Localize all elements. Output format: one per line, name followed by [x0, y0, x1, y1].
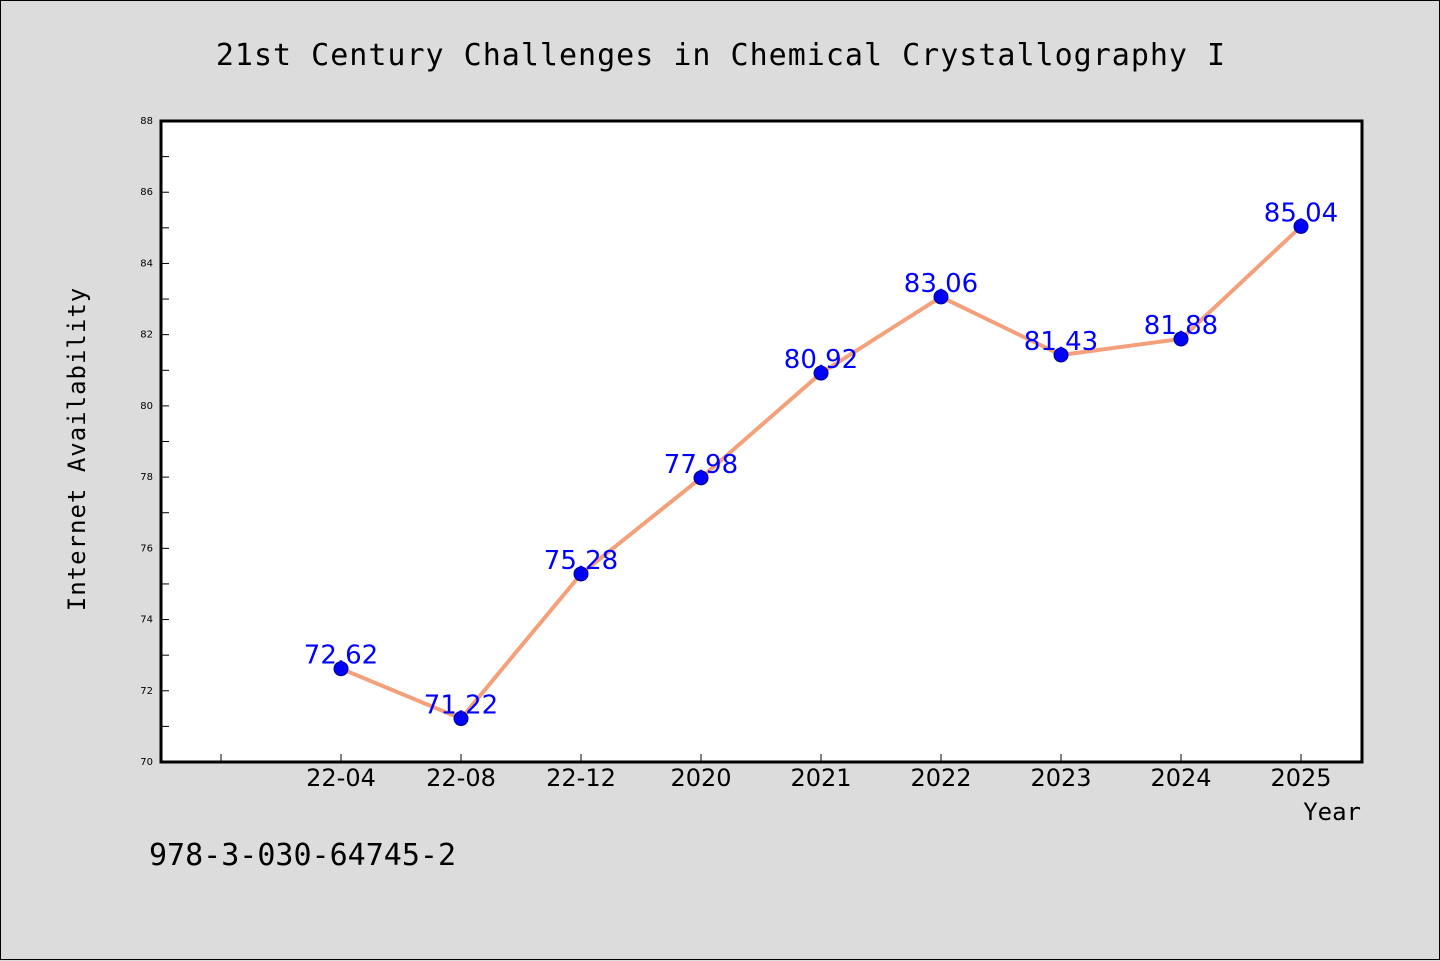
- data-label: 81.88: [1144, 311, 1218, 341]
- x-tick-label: 2020: [670, 764, 731, 792]
- x-tick-label: 2021: [790, 764, 851, 792]
- data-point: [573, 566, 589, 582]
- data-point: [933, 289, 949, 305]
- x-tick-label: 2024: [1150, 764, 1211, 792]
- y-tick-label: 88: [140, 116, 153, 127]
- x-tick-label: 22-04: [306, 764, 376, 792]
- chart-title: 21st Century Challenges in Chemical Crys…: [216, 38, 1226, 73]
- data-point: [1053, 347, 1069, 363]
- data-point: [813, 365, 829, 381]
- y-tick-label: 72: [140, 686, 153, 697]
- data-point: [693, 470, 709, 486]
- series-line-group: [333, 218, 1309, 727]
- x-tick-label: 2025: [1270, 764, 1331, 792]
- data-point: [1173, 331, 1189, 347]
- y-tick-label: 78: [140, 472, 153, 483]
- data-label: 83.06: [904, 269, 978, 299]
- data-label: 80.92: [784, 345, 858, 375]
- data-point: [453, 711, 469, 727]
- data-label: 81.43: [1024, 327, 1098, 357]
- x-tick-label: 22-08: [426, 764, 496, 792]
- y-tick-label: 70: [140, 757, 153, 768]
- x-axis-label: Year: [1303, 798, 1361, 826]
- isbn-footer-text: 978-3-030-64745-2: [149, 838, 456, 873]
- x-axis: 22-04 22-08 22-12 2020 2021 2022 2023 2024 2025: [220, 754, 1332, 792]
- data-label: 85.04: [1264, 198, 1338, 228]
- y-tick-label: 80: [140, 401, 153, 412]
- y-tick-label: 82: [140, 330, 153, 341]
- data-point: [1293, 218, 1309, 234]
- data-label: 77.98: [664, 450, 738, 480]
- data-label: 75.28: [544, 546, 618, 576]
- plot-area: [159, 119, 1364, 764]
- y-tick-label: 86: [140, 187, 153, 198]
- data-label: 72.62: [304, 641, 378, 671]
- data-labels-group: 72.62 71.22 75.28 77.98 80.92 83.06 81.43 81.88…: [304, 198, 1338, 720]
- y-axis-label: Internet Availability: [63, 287, 91, 611]
- x-tick-label: 22-12: [546, 764, 616, 792]
- y-tick-label: 76: [140, 543, 153, 554]
- y-axis: 70 72 74 76 78 80 82 84 86 88: [140, 116, 169, 768]
- data-label: 71.22: [424, 691, 498, 721]
- y-tick-label: 84: [140, 258, 153, 269]
- x-tick-label: 2023: [1030, 764, 1091, 792]
- x-tick-label: 2022: [910, 764, 971, 792]
- y-tick-label: 74: [140, 615, 153, 626]
- data-point: [333, 661, 349, 677]
